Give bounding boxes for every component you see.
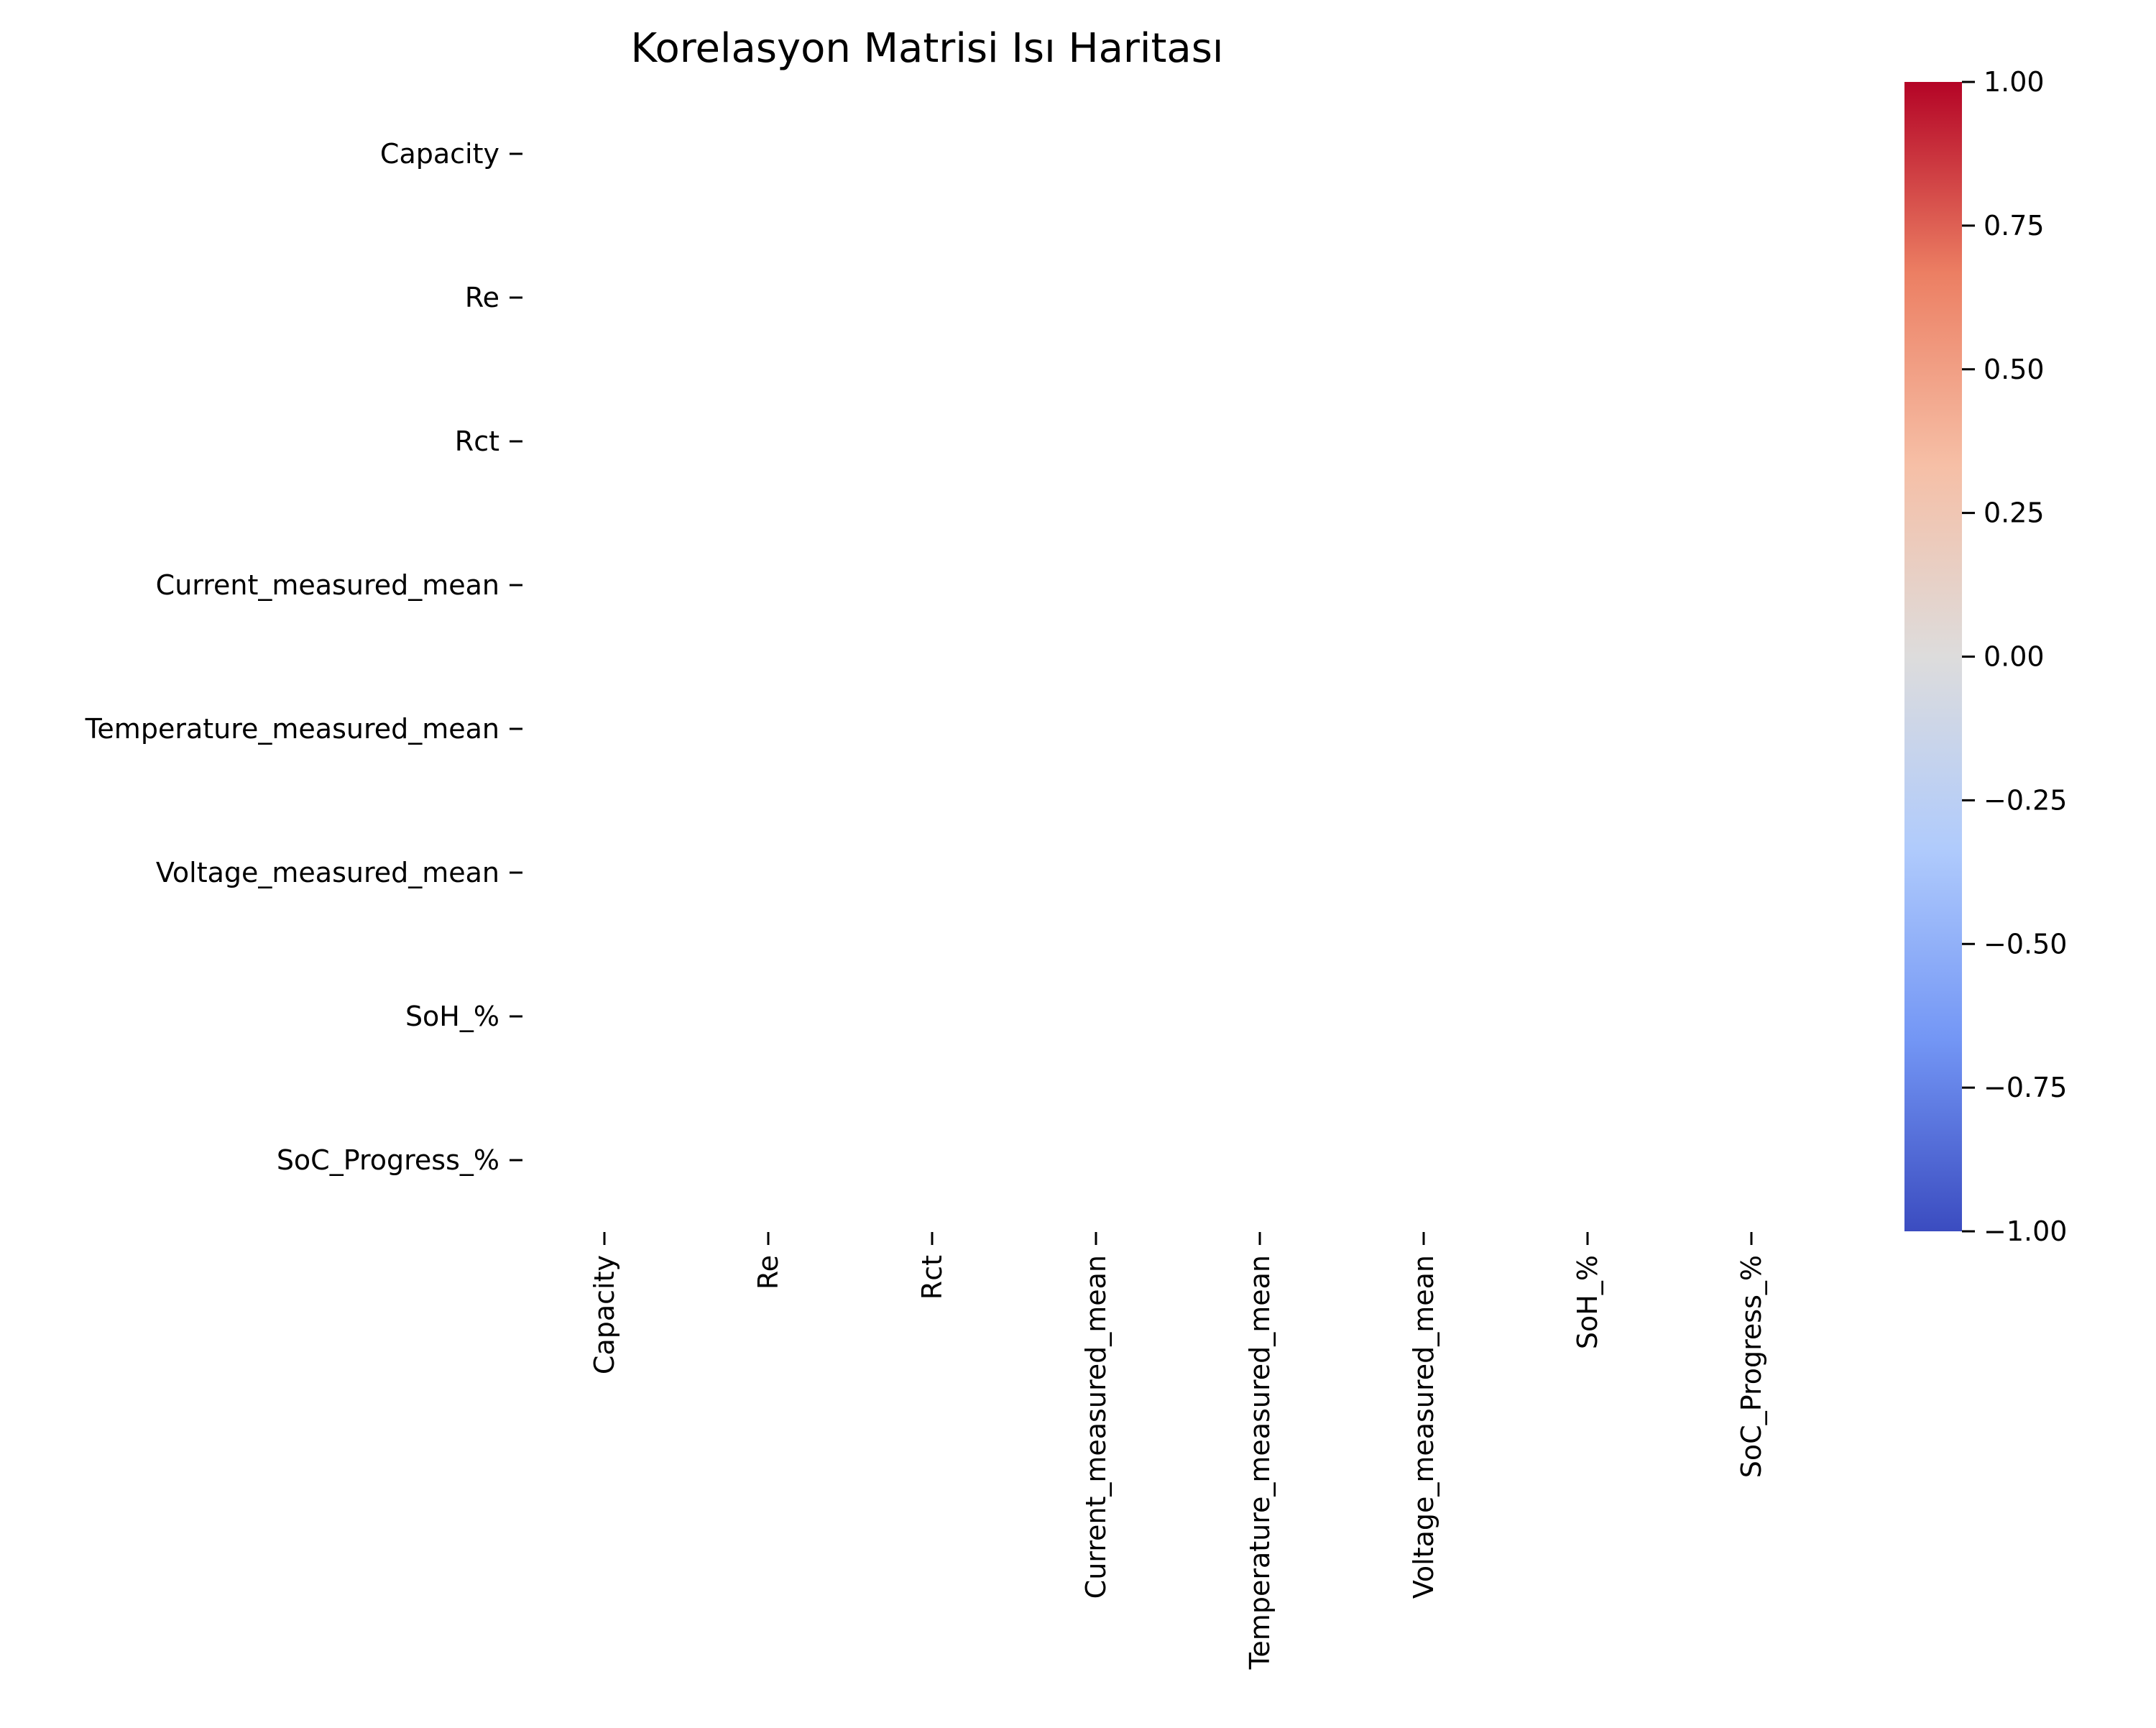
colorbar-tick-label: 0.75: [1984, 210, 2045, 242]
x-tick-label: Voltage_measured_mean: [1408, 1255, 1439, 1599]
y-tick-label: Re: [465, 282, 499, 313]
x-tick-label: SoH_%: [1572, 1255, 1603, 1349]
y-tick-label: Current_measured_mean: [156, 569, 499, 601]
x-tick-label: Re: [752, 1255, 784, 1290]
y-axis: Capacity Re Rct Current_measured_mean Temper…: [85, 138, 522, 1176]
colorbar-tick-label: −0.75: [1984, 1072, 2067, 1103]
colorbar: 1.00 0.75 0.50 0.25 0.00 −0.25 −0.50 −0.75 −1.00: [1904, 66, 2067, 1247]
x-tick-label: SoC_Progress_%: [1736, 1255, 1767, 1478]
colorbar-tick-label: 0.00: [1984, 641, 2045, 673]
colorbar-tick-label: 1.00: [1984, 66, 2045, 98]
x-tick-label: Capacity: [589, 1255, 620, 1374]
x-tick-label: Temperature_measured_mean: [1244, 1255, 1276, 1670]
colorbar-tick-label: 0.50: [1984, 354, 2045, 385]
y-tick-label: Voltage_measured_mean: [156, 857, 499, 888]
colorbar-tick-label: −0.25: [1984, 784, 2067, 816]
chart-title: Korelasyon Matrisi Isı Haritası: [631, 25, 1224, 72]
x-tick-label: Rct: [916, 1255, 948, 1300]
x-tick-label: Current_measured_mean: [1080, 1255, 1112, 1599]
x-axis: Capacity Re Rct Current_measured_mean Temper…: [589, 1232, 1767, 1670]
colorbar-tick-label: 0.25: [1984, 497, 2045, 529]
y-tick-label: SoH_%: [405, 1001, 499, 1032]
colorbar-tick-label: −1.00: [1984, 1215, 2067, 1247]
y-tick-label: Capacity: [380, 138, 499, 170]
y-tick-label: Rct: [455, 426, 499, 457]
y-tick-label: SoC_Progress_%: [277, 1144, 499, 1176]
colorbar-gradient: [1904, 82, 1962, 1231]
colorbar-tick-label: −0.50: [1984, 928, 2067, 960]
y-tick-label: Temperature_measured_mean: [85, 713, 499, 745]
